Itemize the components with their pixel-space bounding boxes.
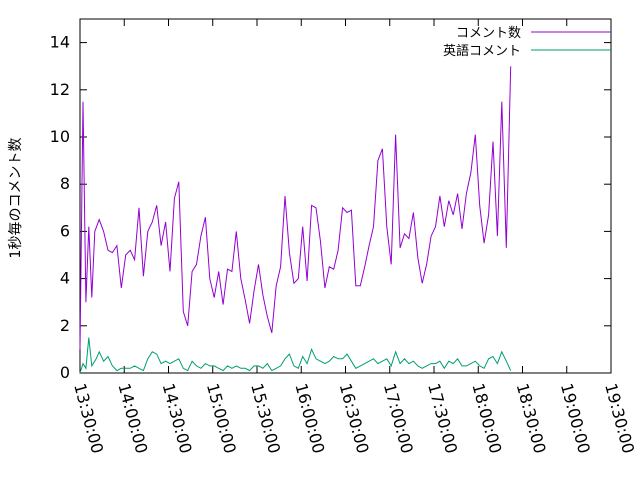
legend-label-2: 英語コメント	[443, 43, 521, 59]
y-tick-label: 0	[60, 363, 70, 382]
series-line-2	[79, 337, 512, 374]
series-line-1	[79, 66, 512, 350]
y-axis-title: 1秒毎のコメント数	[8, 138, 24, 259]
y-tick-label: 12	[50, 80, 70, 99]
y-tick-label: 4	[60, 269, 70, 288]
y-tick-label: 8	[60, 174, 70, 193]
y-tick-label: 14	[50, 33, 70, 52]
y-tick-label: 10	[50, 127, 70, 146]
legend-label-1: コメント数	[456, 26, 521, 41]
y-tick-label: 6	[60, 221, 70, 240]
series-layer	[79, 66, 512, 374]
y-axis: 0 2 4 6 8 10 12 14	[50, 33, 611, 382]
y-tick-label: 2	[60, 316, 70, 335]
